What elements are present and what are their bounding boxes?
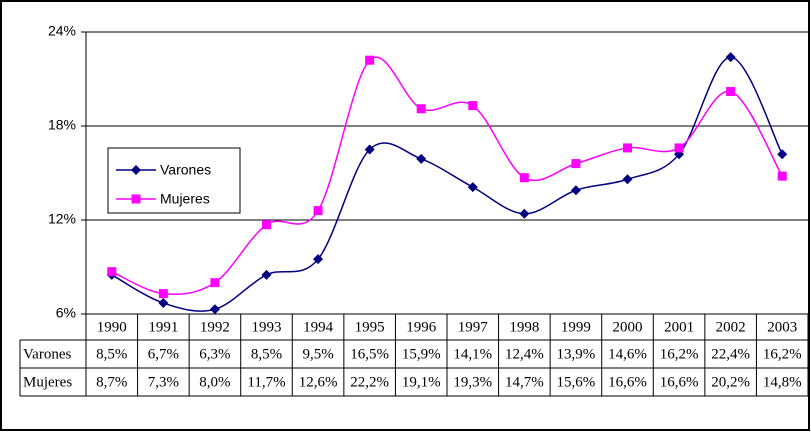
table-cell: 13,9% — [557, 346, 596, 362]
legend-marker — [131, 165, 141, 175]
marker — [467, 182, 478, 193]
table-cell: 11,7% — [247, 374, 285, 390]
table-cell: 8,0% — [199, 374, 230, 390]
y-tick-label: 24% — [48, 23, 76, 39]
x-tick-label: 1993 — [252, 319, 282, 335]
marker — [365, 55, 375, 65]
table-cell: 8,5% — [96, 346, 127, 362]
table-row-label: Varones — [23, 346, 71, 362]
x-tick-label: 1994 — [303, 319, 334, 335]
marker — [777, 171, 787, 181]
table-cell: 9,5% — [302, 346, 333, 362]
table-cell: 12,4% — [505, 346, 544, 362]
marker — [519, 208, 530, 219]
legend-label: Mujeres — [160, 191, 210, 207]
marker — [726, 87, 736, 97]
marker — [209, 304, 220, 315]
table-cell: 14,1% — [453, 346, 492, 362]
marker — [571, 159, 581, 169]
marker — [107, 267, 117, 277]
y-tick-label: 6% — [56, 305, 76, 321]
marker — [570, 185, 581, 196]
x-tick-label: 1996 — [406, 319, 437, 335]
table-row-label: Mujeres — [23, 374, 72, 390]
table-cell: 15,6% — [557, 374, 596, 390]
legend-label: Varones — [160, 162, 211, 178]
table-cell: 6,3% — [199, 346, 230, 362]
marker — [416, 104, 426, 114]
y-tick-label: 18% — [48, 117, 76, 133]
table-cell: 19,3% — [453, 374, 492, 390]
table-cell: 16,5% — [350, 346, 389, 362]
table-cell: 14,8% — [763, 374, 802, 390]
marker — [313, 206, 323, 216]
legend-box — [107, 147, 241, 214]
table-cell: 6,7% — [148, 346, 179, 362]
table-cell: 8,5% — [251, 346, 282, 362]
table-cell: 14,7% — [505, 374, 544, 390]
table-cell: 7,3% — [148, 374, 179, 390]
x-tick-label: 1992 — [200, 319, 230, 335]
x-tick-label: 2003 — [767, 319, 797, 335]
marker — [313, 254, 324, 265]
x-tick-label: 2000 — [613, 319, 643, 335]
marker — [416, 153, 427, 164]
x-tick-label: 1998 — [509, 319, 539, 335]
marker — [519, 173, 529, 183]
table-cell: 19,1% — [402, 374, 441, 390]
x-tick-label: 1991 — [148, 319, 178, 335]
x-tick-label: 1990 — [97, 319, 127, 335]
table-cell: 16,6% — [608, 374, 647, 390]
table-cell: 22,4% — [711, 346, 750, 362]
marker — [622, 174, 633, 185]
marker — [262, 220, 271, 230]
x-tick-label: 1995 — [355, 319, 385, 335]
x-tick-label: 2001 — [664, 319, 694, 335]
marker — [777, 149, 788, 160]
marker — [725, 52, 736, 63]
marker — [468, 101, 478, 111]
table-cell: 16,6% — [660, 374, 699, 390]
table-cell: 20,2% — [711, 374, 750, 390]
legend-marker — [131, 194, 141, 204]
marker — [158, 298, 169, 309]
marker — [261, 269, 272, 280]
table-cell: 15,9% — [402, 346, 441, 362]
x-tick-label: 2002 — [716, 319, 746, 335]
marker — [623, 143, 632, 153]
table-cell: 14,6% — [608, 346, 647, 362]
marker — [364, 144, 375, 155]
table-cell: 16,2% — [660, 346, 699, 362]
table-cell: 22,2% — [350, 374, 389, 390]
x-tick-label: 1999 — [561, 319, 591, 335]
marker — [158, 289, 168, 299]
x-tick-label: 1997 — [458, 319, 489, 335]
y-tick-label: 12% — [48, 211, 76, 227]
table-cell: 8,7% — [96, 374, 127, 390]
table-cell: 12,6% — [299, 374, 338, 390]
marker — [210, 278, 220, 288]
marker — [674, 143, 684, 153]
table-cell: 16,2% — [763, 346, 802, 362]
